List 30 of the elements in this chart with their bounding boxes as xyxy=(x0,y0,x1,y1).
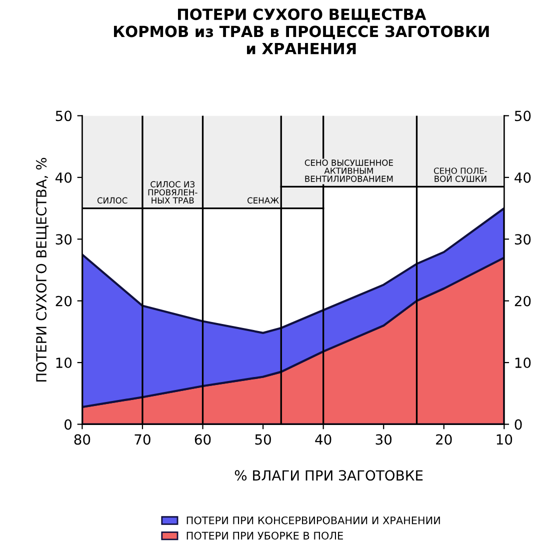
x-axis-title: % ВЛАГИ ПРИ ЗАГОТОВКЕ xyxy=(234,470,423,481)
x-tick-label: 50 xyxy=(255,434,271,445)
y2-tick-label: 50 xyxy=(514,110,531,122)
y-axis-title: ПОТЕРИ СУХОГО ВЕЩЕСТВА, % xyxy=(36,158,49,382)
band-label: СЕНАЖ xyxy=(247,197,279,204)
x-tick-label: 30 xyxy=(376,434,392,445)
y2-tick-label: 0 xyxy=(514,419,522,430)
y-tick-label: 0 xyxy=(64,419,72,430)
y-tick-label: 20 xyxy=(56,296,72,306)
x-tick-label: 10 xyxy=(496,434,512,445)
y2-tick-label: 40 xyxy=(514,172,531,183)
band-label: СЕНО ПОЛЕ- ВОЙ СУШКИ xyxy=(434,168,488,182)
x-tick-label: 70 xyxy=(134,434,150,445)
band-label: СИЛОС xyxy=(97,197,128,204)
y-tick-label: 40 xyxy=(55,172,72,183)
y2-tick-label: 30 xyxy=(514,234,531,245)
band-label: СИЛОС ИЗ ПРОВЯЛЕН- НЫХ ТРАВ xyxy=(148,181,198,204)
y-tick-label: 50 xyxy=(56,110,72,122)
y2-tick-label: 10 xyxy=(515,358,531,368)
band-label: СЕНО ВЫСУШЕННОЕ АКТИВНЫМ ВЕНТИЛИРОВАНИЕМ xyxy=(304,160,393,182)
legend-label: ПОТЕРИ ПРИ КОНСЕРВИРОВАНИИ И ХРАНЕНИИ xyxy=(186,516,440,524)
y2-tick-label: 20 xyxy=(514,296,531,306)
chart-title: ПОТЕРИ СУХОГО ВЕЩЕСТВА КОРМОВ из ТРАВ в ПРОЦЕССЕ ЗАГОТОВКИ и ХРАНЕНИЯ xyxy=(114,8,489,54)
y-tick-label: 30 xyxy=(56,234,72,245)
x-tick-label: 80 xyxy=(74,434,90,445)
legend-label: ПОТЕРИ ПРИ УБОРКЕ В ПОЛЕ xyxy=(186,532,343,540)
x-tick-label: 60 xyxy=(194,434,211,445)
x-tick-label: 40 xyxy=(315,434,332,445)
y-tick-label: 10 xyxy=(56,358,72,368)
x-tick-label: 20 xyxy=(436,434,452,445)
